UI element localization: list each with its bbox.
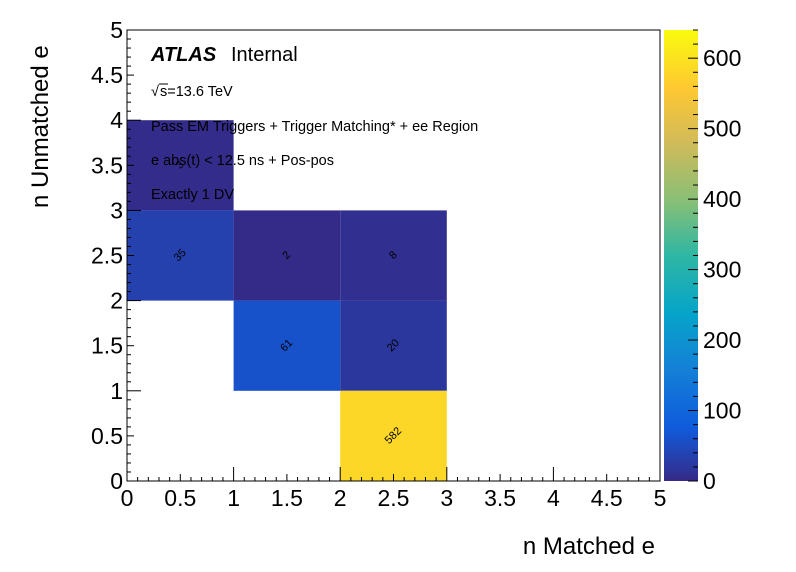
x-axis-ticks: 0 0.5 1 1.5 2 2.5 3 3.5 4 4.5 5	[121, 467, 667, 511]
heatmap-cell	[127, 210, 234, 301]
colorbar-tick-label: 200	[703, 327, 741, 353]
x-tick-label: 2	[334, 485, 347, 511]
heatmap-cell	[340, 210, 447, 301]
x-tick-label: 2.5	[378, 485, 410, 511]
y-tick-label: 4.5	[91, 62, 123, 88]
colorbar-tick-label: 100	[703, 398, 741, 424]
selection-label-3: Exactly 1 DV	[151, 187, 234, 203]
heatmap-cells	[127, 120, 447, 481]
y-tick-label: 3.5	[91, 152, 123, 178]
x-tick-label: 1.5	[271, 485, 303, 511]
selection-label-1: Pass EM Triggers + Trigger Matching* + e…	[151, 119, 478, 135]
y-tick-label: 5	[110, 17, 123, 43]
heatmap-cell	[233, 210, 341, 301]
y-tick-label: 2	[110, 288, 123, 314]
heatmap-cell	[340, 300, 447, 391]
colorbar-tick-label: 400	[703, 186, 741, 212]
heatmap-cell	[233, 300, 341, 391]
y-tick-label: 1.5	[91, 333, 123, 359]
y-tick-label: 3	[110, 197, 123, 223]
x-tick-label: 3.5	[484, 485, 516, 511]
y-tick-label: 2.5	[91, 243, 123, 269]
x-tick-label: 3	[440, 485, 453, 511]
x-tick-label: 1	[227, 485, 240, 511]
x-tick-label: 5	[654, 485, 667, 511]
colorbar-tick-label: 0	[703, 468, 716, 494]
x-tick-label: 4.5	[591, 485, 623, 511]
y-axis-ticks: 0 0.5 1 1.5 2 2.5 3 3.5 4 4.5 5	[91, 17, 141, 494]
x-tick-label: 4	[547, 485, 560, 511]
x-tick-label: 0	[121, 485, 134, 511]
sqrt-symbol: √	[151, 84, 159, 100]
x-tick-label: 0.5	[164, 485, 196, 511]
y-tick-label: 4	[110, 107, 123, 133]
heatmap-cell	[340, 390, 447, 481]
heatmap-cell	[127, 120, 234, 211]
colorbar-tick-label: 300	[703, 257, 741, 283]
x-axis-title: n Matched e	[523, 533, 655, 560]
internal-label: Internal	[231, 44, 298, 66]
energy-label: s=13.6 TeV	[160, 84, 233, 100]
colorbar	[664, 30, 698, 481]
y-tick-label: 0.5	[91, 423, 123, 449]
colorbar-tick-label: 600	[703, 45, 741, 71]
colorbar-tick-label: 500	[703, 116, 741, 142]
y-axis-title: n Unmatched e	[27, 45, 54, 208]
y-tick-label: 1	[110, 378, 123, 404]
atlas-label: ATLAS	[150, 44, 217, 66]
y-tick-label: 0	[110, 468, 123, 494]
selection-label-2: e abs(t) < 12.5 ns + Pos-pos	[151, 153, 334, 169]
colorbar-ticks: 0 100 200 300 400 500 600	[688, 29, 741, 494]
